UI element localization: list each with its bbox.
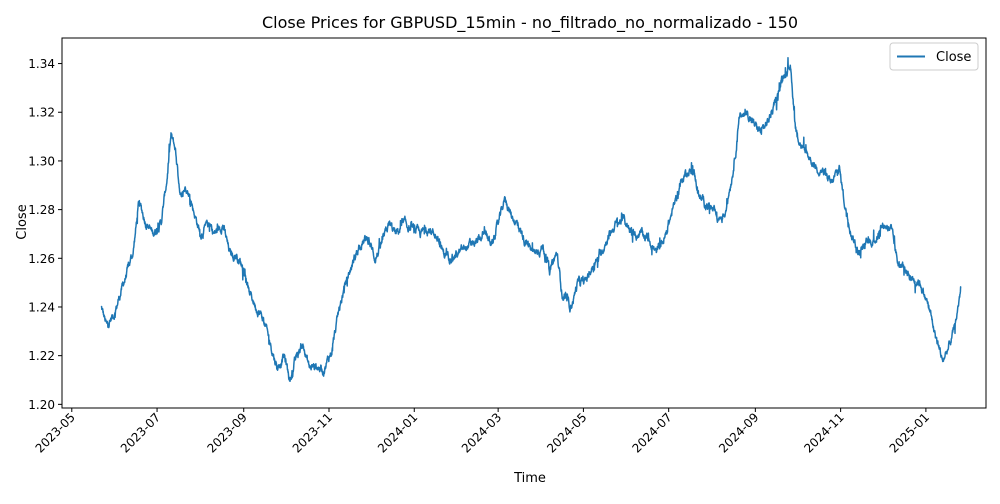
plot-area [100,56,962,382]
legend: Close [889,42,979,71]
legend-entry-close: Close [936,50,971,65]
y-tick-label: 1.24 [28,300,55,314]
chart-title: Close Prices for GBPUSD_15min - no_filtr… [262,13,798,33]
y-tick-label: 1.32 [28,106,55,120]
y-tick-label: 1.20 [28,398,55,412]
y-tick-label: 1.30 [28,154,55,168]
legend-box [889,42,979,71]
series-line-close [100,56,962,382]
y-tick-label: 1.26 [28,252,55,266]
y-axis-label: Close [15,204,30,239]
x-axis-label: Time [513,471,546,486]
plot-frame [61,37,987,409]
y-tick-label: 1.28 [28,203,55,217]
y-tick-label: 1.34 [28,57,55,71]
y-axis: 1.20 1.22 1.24 1.26 1.28 1.30 1.32 1.34 [28,57,62,412]
y-tick-label: 1.22 [28,349,55,363]
